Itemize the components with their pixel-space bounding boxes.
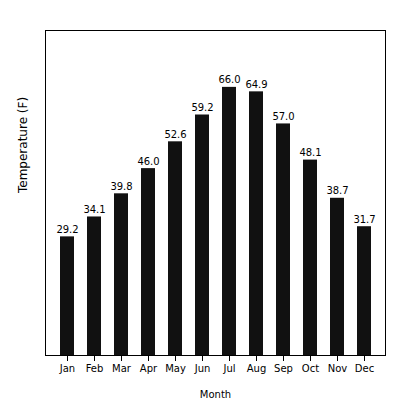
- svg-text:Oct: Oct: [302, 363, 319, 374]
- svg-text:May: May: [165, 363, 186, 374]
- svg-text:Jan: Jan: [59, 363, 75, 374]
- svg-text:64.9: 64.9: [245, 79, 267, 90]
- svg-text:59.2: 59.2: [191, 102, 213, 113]
- svg-text:48.1: 48.1: [299, 147, 321, 158]
- svg-text:31.7: 31.7: [353, 214, 375, 225]
- svg-text:Apr: Apr: [140, 363, 158, 374]
- svg-text:29.2: 29.2: [56, 224, 78, 235]
- svg-text:39.8: 39.8: [110, 181, 132, 192]
- svg-text:Temperature (F): Temperature (F): [16, 97, 30, 194]
- svg-text:Sep: Sep: [274, 363, 293, 374]
- svg-text:Mar: Mar: [112, 363, 132, 374]
- svg-text:Aug: Aug: [247, 363, 267, 374]
- svg-text:Nov: Nov: [328, 363, 348, 374]
- svg-text:Feb: Feb: [86, 363, 104, 374]
- svg-text:66.0: 66.0: [218, 74, 240, 85]
- svg-text:Dec: Dec: [355, 363, 374, 374]
- svg-text:57.0: 57.0: [272, 111, 294, 122]
- svg-text:46.0: 46.0: [137, 156, 159, 167]
- svg-text:Jul: Jul: [222, 363, 235, 374]
- svg-text:Month: Month: [200, 389, 231, 400]
- svg-text:34.1: 34.1: [83, 204, 105, 215]
- svg-text:Jun: Jun: [194, 363, 211, 374]
- svg-text:52.6: 52.6: [164, 129, 186, 140]
- svg-text:38.7: 38.7: [326, 185, 348, 196]
